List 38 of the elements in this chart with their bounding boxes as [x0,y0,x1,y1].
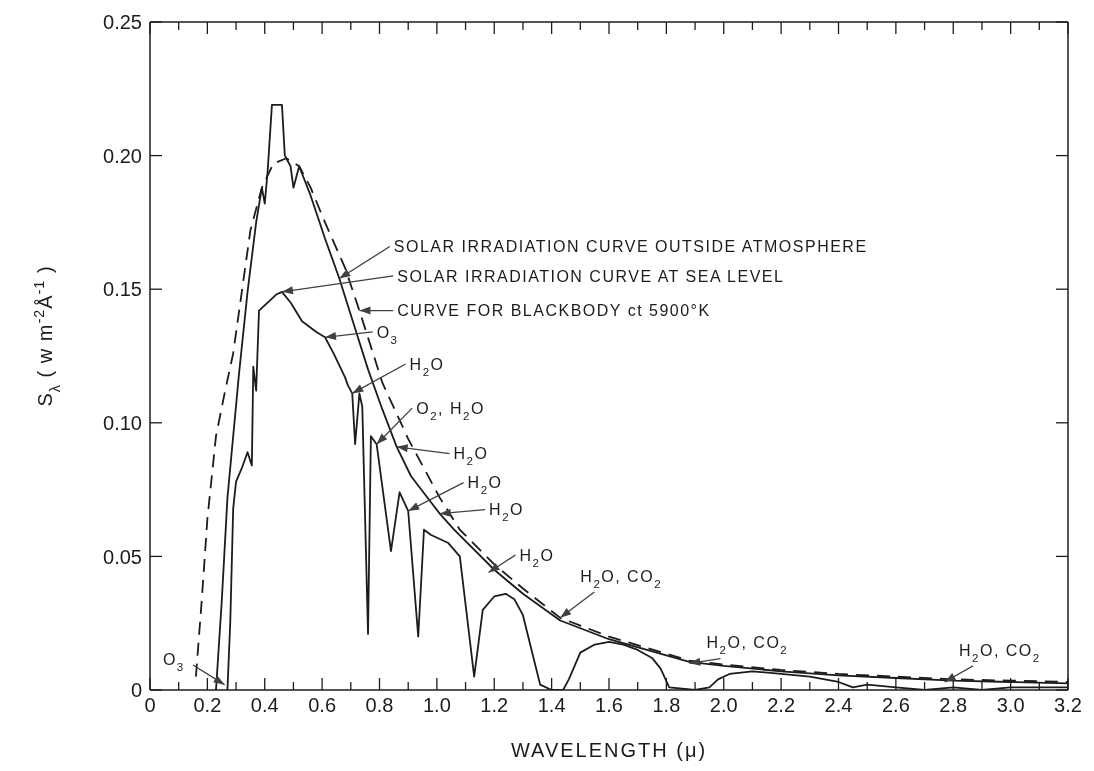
y-tick-label: 0.10 [103,411,142,434]
annotation: H$_{2}$O [453,445,489,468]
x-tick-label: 2.2 [767,694,796,717]
annotation: SOLAR IRRADIATION CURVE OUTSIDE ATMOSPHERE [393,238,868,256]
x-tick-label: 1.2 [480,694,509,717]
x-tick-label: 0.2 [193,694,222,717]
x-tick-label: 3.0 [996,694,1025,717]
annotation: H$_{2}$O [519,546,555,569]
x-tick-label: 2.0 [709,694,738,717]
x-tick-label: 1.6 [595,694,623,717]
x-tick-label: 3.2 [1054,694,1082,717]
annotation: H$_{2}$O, CO$_{2}$ [958,641,1041,664]
x-tick-label: 0.6 [308,694,337,717]
x-tick-label: 0 [144,694,156,717]
x-tick-label: 0.4 [250,694,279,717]
x-tick-label: 1.4 [537,694,566,717]
x-axis-title: WAVELENGTH (μ) [510,739,708,761]
y-tick-label: 0.20 [103,144,142,167]
x-tick-label: 0.8 [365,694,394,717]
annotation: H$_{2}$O, CO$_{2}$ [706,634,789,657]
annotation: O$_{3}$ [162,650,185,673]
x-tick-label: 2.8 [939,694,968,717]
annotation: SOLAR IRRADIATION CURVE AT SEA LEVEL [397,267,785,285]
y-tick-label: 0.05 [103,545,142,568]
y-tick-label: 0 [130,679,142,702]
annotation: H$_{2}$O [467,474,503,497]
annotation: CURVE FOR BLACKBODY ct 5900°K [397,302,711,320]
x-tick-label: 2.6 [881,694,910,717]
annotation: H$_{2}$O [409,355,445,378]
x-tick-label: 1.0 [422,694,451,717]
x-tick-label: 2.4 [824,694,853,717]
annotation: H$_{2}$O [489,501,525,524]
x-tick-label: 1.8 [652,694,681,717]
annotation: O$_{3}$ [376,323,399,346]
annotation: H$_{2}$O, CO$_{2}$ [580,567,663,590]
y-tick-label: 0.25 [103,11,142,34]
y-tick-label: 0.15 [103,278,142,301]
annotation: O$_{2}$, H$_{2}$O [416,399,485,422]
